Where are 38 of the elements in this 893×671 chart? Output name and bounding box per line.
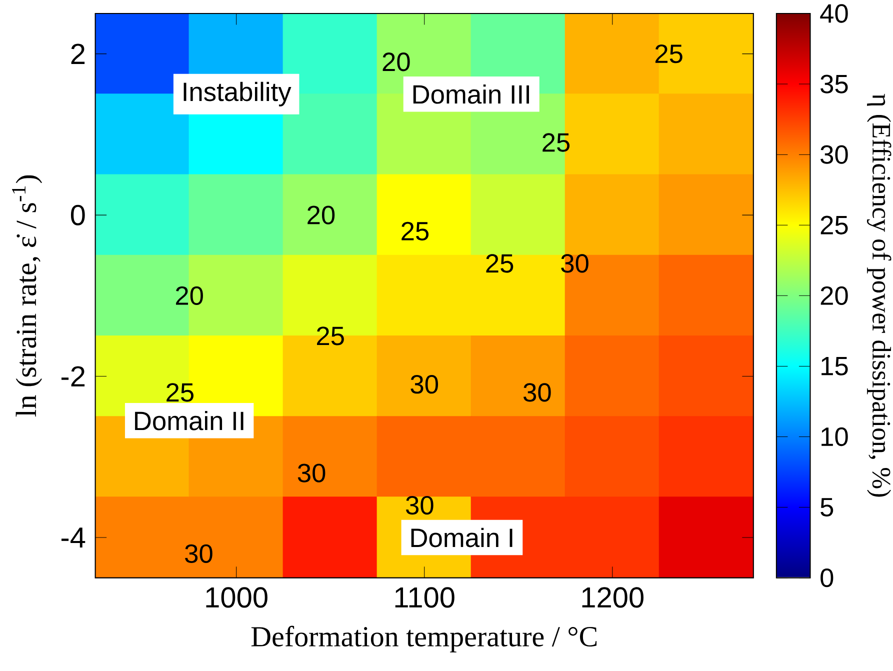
annotation: Instability <box>184 82 292 106</box>
color-bar-label: 25 <box>820 216 848 235</box>
annotation: 25 <box>402 222 429 241</box>
y-axis-title: ln (strain rate, ε̇ / s$^{-1}$) <box>12 175 42 417</box>
color-bar-title: η (Efficiency of power dissipation, %) <box>866 94 892 497</box>
color-bar-label: 20 <box>820 286 848 306</box>
color-bar-label: 10 <box>822 427 848 446</box>
annotation: Domain II <box>135 411 244 430</box>
x-tick-label: 1000 <box>206 587 268 608</box>
annotation: 30 <box>561 254 588 273</box>
annotation: 25 <box>317 326 344 346</box>
annotation: 30 <box>298 464 326 482</box>
annotation: 30 <box>406 496 434 515</box>
annotation: 20 <box>382 52 410 72</box>
color-bar-label: 15 <box>822 357 848 376</box>
annotation: 25 <box>166 383 194 402</box>
annotation: 30 <box>410 375 438 394</box>
color-bar-label: 0 <box>820 568 834 588</box>
color-bar-label: 5 <box>820 498 834 517</box>
annotation: 25 <box>655 44 682 64</box>
annotation: 20 <box>176 286 203 306</box>
x-tick-label: 1100 <box>395 587 454 608</box>
x-axis-title: Deformation temperature / °C <box>251 626 597 652</box>
annotation: 25 <box>486 254 514 273</box>
annotation: 30 <box>524 383 551 402</box>
annotation: 25 <box>542 133 570 152</box>
annotation: Domain III <box>413 84 529 104</box>
y-tick-label: 2 <box>71 44 85 64</box>
annotation: Domain I <box>411 528 512 548</box>
annotation: 30 <box>185 544 212 564</box>
color-bar-label: 35 <box>820 74 848 94</box>
y-tick-label: -2 <box>61 366 85 386</box>
x-tick-label: 1200 <box>582 587 644 608</box>
y-tick-label: 0 <box>70 204 85 226</box>
color-bar-label: 30 <box>820 145 848 164</box>
annotation: 20 <box>308 206 335 224</box>
color-bar-label: 40 <box>820 4 848 23</box>
y-tick-label: -4 <box>61 528 86 548</box>
